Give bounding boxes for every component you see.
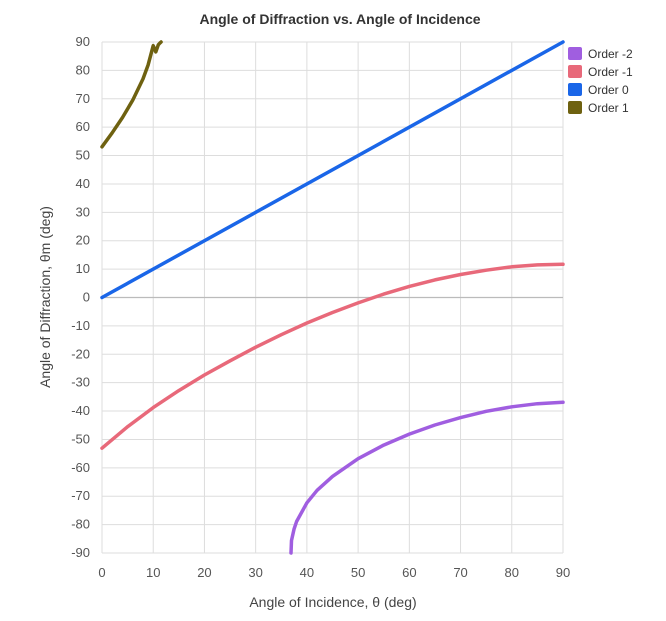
x-tick-label: 10 bbox=[146, 565, 160, 580]
legend-label: Order -2 bbox=[588, 47, 633, 61]
x-tick-label: 0 bbox=[98, 565, 105, 580]
legend-swatch bbox=[568, 65, 582, 78]
y-tick-label: -30 bbox=[71, 375, 90, 390]
y-tick-label: -90 bbox=[71, 545, 90, 560]
series-line-order--1 bbox=[100, 262, 565, 450]
y-tick-label: 20 bbox=[76, 233, 90, 248]
x-axis-label: Angle of Incidence, θ (deg) bbox=[249, 594, 416, 610]
x-tick-label: 40 bbox=[300, 565, 314, 580]
legend: Order -2 Order -1 Order 0 Order 1 bbox=[568, 47, 633, 115]
y-tick-label: 40 bbox=[76, 176, 90, 191]
y-tick-label: -10 bbox=[71, 318, 90, 333]
series-lines bbox=[100, 40, 565, 555]
y-axis-label: Angle of Diffraction, θm (deg) bbox=[37, 206, 53, 388]
legend-label: Order -1 bbox=[588, 65, 633, 79]
series-line-order--2 bbox=[289, 400, 565, 555]
y-tick-label: -20 bbox=[71, 346, 90, 361]
y-tick-label: 30 bbox=[76, 204, 90, 219]
legend-swatch bbox=[568, 47, 582, 60]
x-tick-label: 60 bbox=[402, 565, 416, 580]
x-tick-label: 70 bbox=[453, 565, 467, 580]
y-tick-label: 80 bbox=[76, 62, 90, 77]
y-tick-label: -70 bbox=[71, 488, 90, 503]
y-tick-label: 10 bbox=[76, 261, 90, 276]
y-tick-label: 60 bbox=[76, 119, 90, 134]
grid bbox=[101, 41, 564, 554]
y-tick-label: -40 bbox=[71, 403, 90, 418]
y-tick-label: 90 bbox=[76, 34, 90, 49]
y-axis-ticks: 90 80 70 60 50 40 30 20 10 0 -10 -20 -30 -40 -50 -60 -70… bbox=[71, 34, 90, 560]
x-tick-label: 50 bbox=[351, 565, 365, 580]
y-tick-label: 70 bbox=[76, 91, 90, 106]
y-tick-label: 0 bbox=[83, 290, 90, 305]
legend-swatch bbox=[568, 83, 582, 96]
x-tick-label: 20 bbox=[197, 565, 211, 580]
x-tick-label: 90 bbox=[556, 565, 570, 580]
legend-swatch bbox=[568, 101, 582, 114]
y-tick-label: -60 bbox=[71, 460, 90, 475]
x-axis-ticks: 0 10 20 30 40 50 60 70 80 90 bbox=[98, 565, 570, 580]
series-line-order-1 bbox=[100, 40, 163, 149]
y-tick-label: -50 bbox=[71, 431, 90, 446]
y-tick-label: 50 bbox=[76, 148, 90, 163]
chart-title: Angle of Diffraction vs. Angle of Incide… bbox=[199, 11, 480, 27]
legend-label: Order 1 bbox=[588, 101, 629, 115]
series-line-order-0 bbox=[100, 40, 565, 300]
x-tick-label: 30 bbox=[248, 565, 262, 580]
legend-label: Order 0 bbox=[588, 83, 629, 97]
x-tick-label: 80 bbox=[505, 565, 519, 580]
y-tick-label: -80 bbox=[71, 517, 90, 532]
